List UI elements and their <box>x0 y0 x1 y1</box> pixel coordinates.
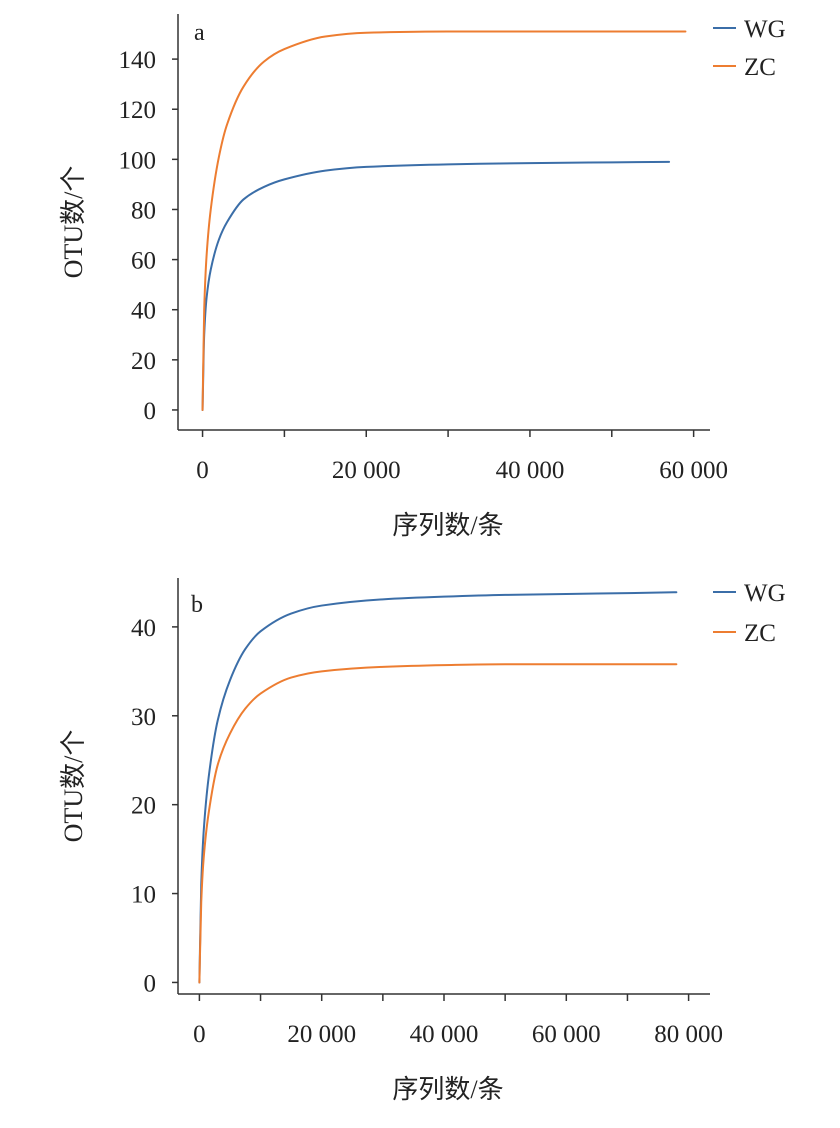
chart-panel-a: 0 20 40 60 80 100 120 140 0 20 000 40 000 60 000 序列数… <box>56 4 800 550</box>
x-tick-label: 20 000 <box>332 457 401 484</box>
y-tick-label: 40 <box>131 615 156 642</box>
y-axis-title: OTU数/个 <box>59 166 88 279</box>
legend-label-zc: ZC <box>744 54 776 81</box>
panel-background <box>56 4 800 550</box>
x-tick-label: 0 <box>196 457 209 484</box>
panel-label: a <box>194 20 205 46</box>
x-axis-title: 序列数/条 <box>392 511 503 540</box>
panel-background <box>56 568 800 1116</box>
legend: WG ZC <box>713 580 786 647</box>
series-line-zc <box>201 30 687 411</box>
y-tick-label: 100 <box>119 147 157 174</box>
y-tick-label: 40 <box>131 298 156 325</box>
y-tick-label: 0 <box>144 398 157 425</box>
x-tick-label: 0 <box>193 1021 206 1048</box>
y-tick-label: 120 <box>119 97 157 124</box>
y-tick-label: 30 <box>131 704 156 731</box>
x-tick-label: 60 000 <box>659 457 728 484</box>
x-tick-label: 40 000 <box>496 457 565 484</box>
y-axis-title: OTU数/个 <box>59 730 88 843</box>
x-axis-title: 序列数/条 <box>392 1075 503 1104</box>
series-line-wg <box>201 160 671 411</box>
x-tick-label: 40 000 <box>410 1021 479 1048</box>
panel-label: b <box>191 592 203 618</box>
x-tick-label: 20 000 <box>287 1021 356 1048</box>
legend: WG ZC <box>713 16 786 81</box>
y-tick-label: 20 <box>131 348 156 375</box>
y-tick-label: 10 <box>131 882 156 909</box>
series-line-zc <box>198 663 678 984</box>
legend-label-zc: ZC <box>744 620 776 647</box>
y-tick-label: 80 <box>131 197 156 224</box>
y-tick-label: 20 <box>131 793 156 820</box>
series-line-wg <box>198 591 678 984</box>
x-tick-label: 60 000 <box>532 1021 601 1048</box>
y-tick-label: 140 <box>119 47 157 74</box>
legend-label-wg: WG <box>744 16 786 43</box>
y-tick-label: 60 <box>131 248 156 275</box>
chart-panel-b: 0 10 20 30 40 0 20 000 40 000 60 000 80 000 序列数/条 O… <box>56 568 800 1116</box>
y-tick-label: 0 <box>144 970 157 997</box>
legend-label-wg: WG <box>744 580 786 607</box>
x-tick-label: 80 000 <box>654 1021 723 1048</box>
